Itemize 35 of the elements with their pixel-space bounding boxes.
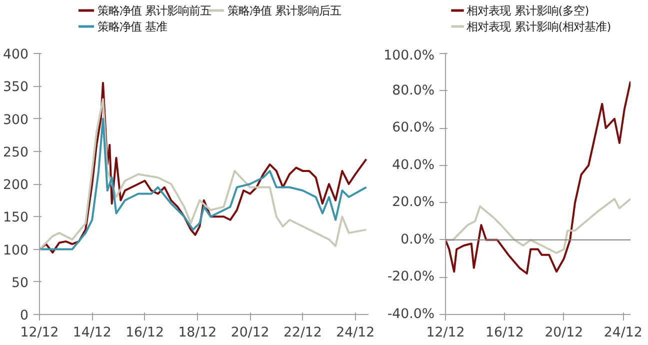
legend-label: 相对表现 累计影响(多空) bbox=[466, 4, 590, 18]
x-tick-label: 22/12 bbox=[283, 326, 322, 340]
x-tick-label: 12/12 bbox=[20, 326, 59, 340]
x-tick-label: 14/12 bbox=[72, 326, 112, 340]
y-tick-label: 150 bbox=[3, 210, 29, 226]
y-tick-label: 20.0% bbox=[392, 195, 435, 210]
x-tick-label: 12/12 bbox=[426, 326, 465, 340]
legend-label: 相对表现 累计影响(相对基准) bbox=[466, 20, 612, 34]
legend-label: 策略净值 累计影响前五 bbox=[98, 4, 212, 18]
y-tick-label: -20.0% bbox=[387, 270, 435, 285]
y-tick-label: 40.0% bbox=[392, 158, 435, 173]
y-tick-label: 50 bbox=[12, 276, 29, 291]
y-tick-label: 0.0% bbox=[400, 232, 435, 248]
y-tick-label: 0 bbox=[20, 308, 29, 324]
line-series bbox=[446, 198, 630, 254]
y-tick-label: 100 bbox=[3, 243, 29, 258]
x-tick-label: 20/12 bbox=[230, 326, 270, 340]
y-tick-label: 300 bbox=[3, 112, 29, 128]
x-tick-label: 18/12 bbox=[178, 326, 217, 340]
y-tick-label: 60.0% bbox=[392, 120, 435, 136]
x-tick-label: 16/12 bbox=[126, 326, 164, 340]
x-tick-label: 20/12 bbox=[544, 326, 584, 340]
x-tick-label: 16/12 bbox=[486, 326, 524, 340]
y-tick-label: 100.0% bbox=[384, 48, 435, 64]
legend-label: 策略净值 累计影响后五 bbox=[227, 4, 341, 18]
y-tick-label: 80.0% bbox=[392, 83, 435, 98]
y-tick-label: 200 bbox=[3, 178, 29, 193]
x-tick-label: 24/12 bbox=[336, 326, 375, 340]
y-tick-label: -40.0% bbox=[387, 307, 435, 322]
y-tick-label: 400 bbox=[3, 48, 29, 62]
x-tick-label: 24/12 bbox=[604, 326, 642, 340]
legend-label: 策略净值 基准 bbox=[98, 20, 168, 34]
line-series bbox=[446, 80, 630, 274]
y-tick-label: 250 bbox=[3, 145, 29, 160]
y-tick-label: 350 bbox=[3, 80, 29, 96]
